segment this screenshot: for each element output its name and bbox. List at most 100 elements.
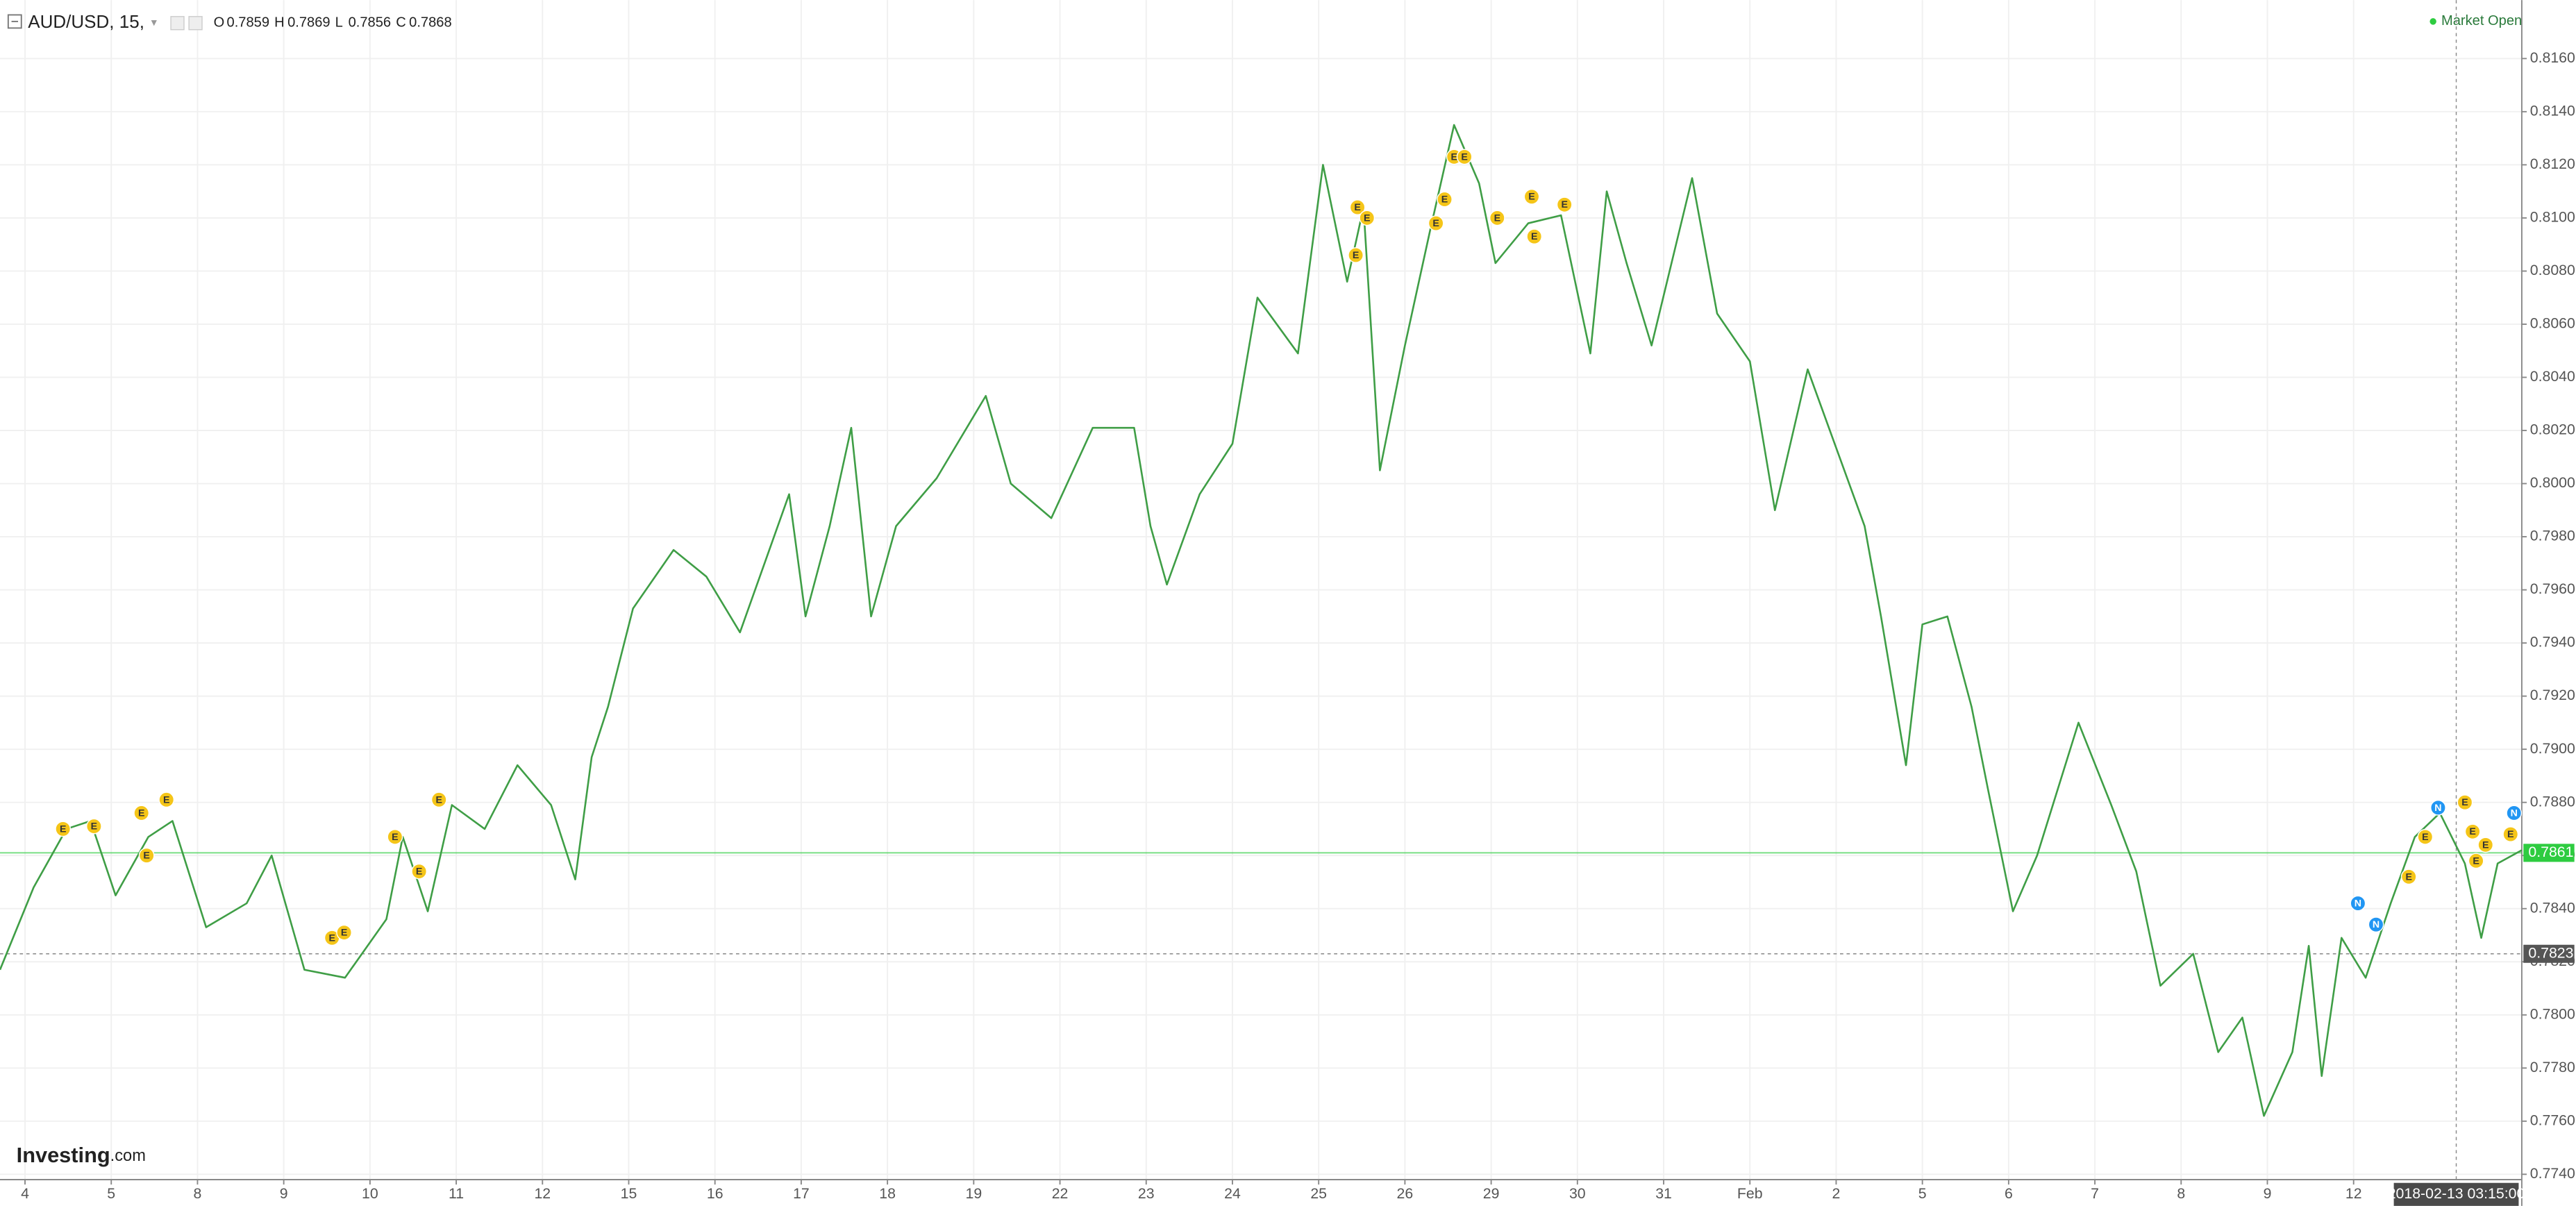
logo-suffix: .com — [110, 1147, 146, 1165]
event-marker — [387, 829, 403, 845]
ohlc-value: 0.7868 — [409, 15, 452, 31]
event-letter: E — [435, 794, 442, 805]
event-letter: E — [1432, 218, 1439, 229]
x-tick-label: 18 — [879, 1185, 896, 1202]
x-tick-label: 5 — [1918, 1185, 1927, 1202]
event-marker — [411, 863, 428, 880]
x-tick-label: 25 — [1310, 1185, 1327, 1202]
event-letter: E — [392, 832, 398, 843]
event-letter: E — [328, 932, 335, 944]
x-tick-label: 10 — [362, 1185, 378, 1202]
price-label-box — [2523, 944, 2575, 963]
ohlc-label: O — [214, 15, 225, 31]
event-marker — [2502, 826, 2519, 842]
x-tick-label: 29 — [1483, 1185, 1500, 1202]
y-tick-label: 0.7780 — [2530, 1059, 2575, 1075]
x-tick-label: 31 — [1655, 1185, 1672, 1202]
event-letter: E — [2461, 797, 2468, 808]
event-marker — [336, 924, 352, 941]
event-marker — [2350, 895, 2366, 912]
ohlc: O 0.7859 H 0.7869 L 0.7856 C 0.7868 — [214, 15, 452, 31]
y-tick-label: 0.8120 — [2530, 156, 2575, 172]
x-tick-label: 4 — [21, 1185, 29, 1202]
event-letter: E — [416, 866, 422, 878]
y-tick-label: 0.8140 — [2530, 102, 2575, 119]
event-marker — [55, 821, 72, 837]
y-tick-label: 0.8040 — [2530, 368, 2575, 385]
event-marker — [1428, 215, 1444, 231]
event-marker — [2430, 799, 2446, 816]
y-tick-label: 0.7960 — [2530, 580, 2575, 597]
event-letter: E — [1353, 250, 1359, 261]
event-letter: E — [1461, 151, 1467, 162]
event-letter: E — [91, 821, 97, 832]
event-marker — [2368, 916, 2384, 933]
event-marker — [2506, 805, 2523, 821]
y-tick-label: 0.7980 — [2530, 528, 2575, 544]
price-label-box — [2523, 844, 2575, 862]
ohlc-label: C — [396, 15, 406, 31]
x-tick-label: 9 — [280, 1185, 288, 1202]
event-letter: E — [341, 928, 347, 939]
settings-button[interactable] — [170, 16, 185, 31]
event-marker — [1349, 199, 1366, 215]
event-marker — [138, 847, 155, 864]
event-marker — [2468, 853, 2484, 869]
x-tick-label: 16 — [707, 1185, 724, 1202]
event-marker — [133, 805, 150, 821]
event-marker — [86, 818, 102, 835]
cursor-label: 2018-02-13 03:15:00 — [2388, 1185, 2525, 1202]
x-tick-label: 11 — [449, 1185, 464, 1202]
market-status: Market Open — [2441, 13, 2522, 28]
event-marker — [2400, 869, 2417, 885]
event-letter: E — [1354, 202, 1360, 213]
event-marker — [1359, 210, 1375, 226]
y-tick-label: 0.8100 — [2530, 209, 2575, 226]
event-letter: E — [1364, 212, 1370, 224]
event-letter: N — [2434, 803, 2441, 814]
event-letter: E — [1528, 192, 1534, 203]
event-marker — [430, 792, 447, 808]
y-tick-label: 0.7760 — [2530, 1112, 2575, 1128]
event-marker — [2457, 794, 2473, 811]
x-tick-label: 19 — [966, 1185, 982, 1202]
y-tick-label: 0.7900 — [2530, 740, 2575, 757]
x-tick-label: 30 — [1569, 1185, 1586, 1202]
y-tick-label: 0.7840 — [2530, 899, 2575, 916]
x-tick-label: 23 — [1138, 1185, 1155, 1202]
remove-button[interactable] — [188, 16, 203, 31]
collapse-button[interactable] — [7, 14, 22, 29]
event-marker — [2417, 829, 2434, 845]
y-tick-label: 0.8080 — [2530, 262, 2575, 278]
event-letter: E — [1561, 199, 1567, 210]
event-letter: N — [2373, 919, 2380, 930]
x-tick-label: 2 — [1832, 1185, 1841, 1202]
price-label: 0.7823 — [2528, 944, 2573, 961]
y-tick-label: 0.8060 — [2530, 315, 2575, 332]
event-marker — [1437, 191, 1453, 208]
logo: Investing.com — [17, 1143, 146, 1167]
y-tick-label: 0.8160 — [2530, 49, 2575, 66]
price-line-series — [0, 124, 2523, 1117]
symbol: AUD/USD, 15, — [28, 11, 144, 32]
event-letter: N — [2511, 807, 2518, 819]
event-letter: E — [2473, 855, 2479, 866]
y-tick-label: 0.8000 — [2530, 474, 2575, 491]
x-tick-label: 5 — [107, 1185, 115, 1202]
interval-dropdown[interactable]: ▾ — [151, 16, 158, 29]
event-marker — [2464, 823, 2481, 840]
x-tick-label: 12 — [2345, 1185, 2362, 1202]
event-marker — [1456, 149, 1473, 165]
grid — [0, 0, 2522, 1180]
event-marker — [1556, 196, 1573, 213]
ohlc-label: L — [335, 15, 343, 31]
event-letter: E — [1531, 231, 1537, 242]
x-tick-label: 8 — [2177, 1185, 2185, 1202]
ohlc-label: H — [274, 15, 285, 31]
x-tick-label: 22 — [1052, 1185, 1069, 1202]
status-dot — [2429, 18, 2436, 25]
cursor-label-box — [2393, 1182, 2519, 1206]
x-tick-label: 17 — [793, 1185, 810, 1202]
event-letter: E — [143, 851, 149, 862]
event-marker — [2477, 837, 2494, 853]
